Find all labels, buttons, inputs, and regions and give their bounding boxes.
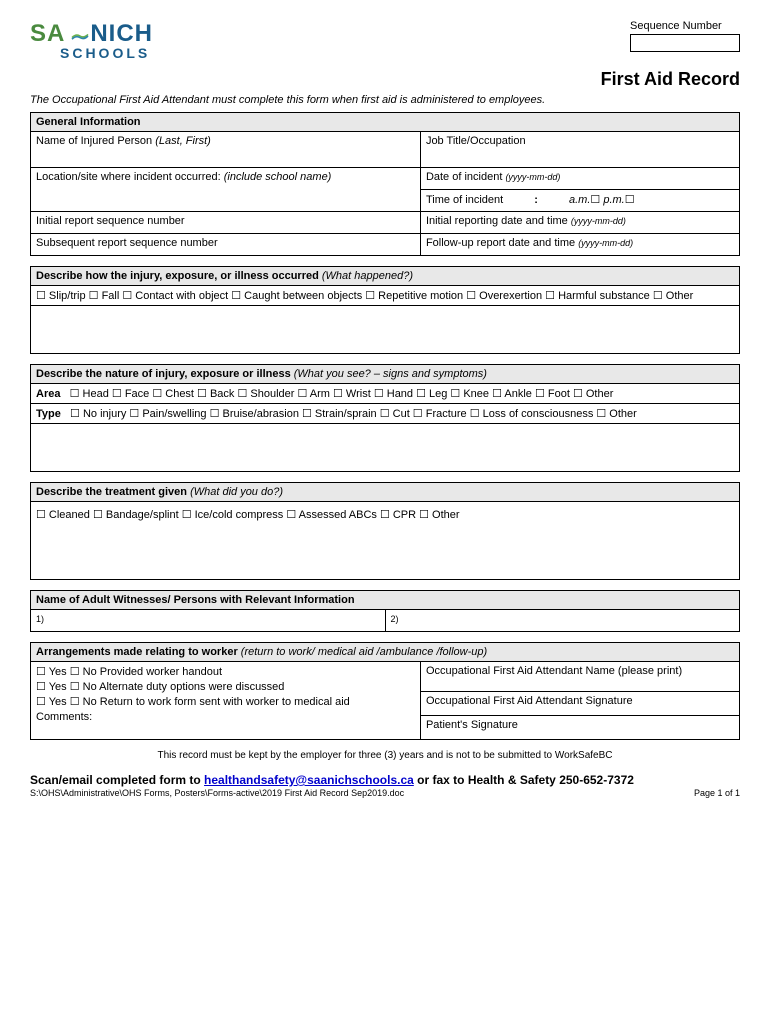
describe-how-table: Describe how the injury, exposure, or il… — [30, 266, 740, 354]
attendant-sig-cell[interactable]: Occupational First Aid Attendant Signatu… — [420, 692, 739, 716]
arrangements-left[interactable]: ☐ Yes ☐ No Provided worker handout ☐ Yes… — [31, 662, 421, 740]
witness-2[interactable]: 2) — [385, 610, 740, 632]
footer-note: This record must be kept by the employer… — [30, 750, 740, 761]
arrangements-table: Arrangements made relating to worker (re… — [30, 642, 740, 740]
witnesses-header: Name of Adult Witnesses/ Persons with Re… — [31, 591, 740, 610]
general-header: General Information — [31, 113, 740, 132]
witness-1[interactable]: 1) — [31, 610, 386, 632]
patient-sig-cell[interactable]: Patient's Signature — [420, 716, 739, 740]
treatment-options[interactable]: ☐ Cleaned ☐ Bandage/splint ☐ Ice/cold co… — [31, 502, 740, 580]
describe-how-options[interactable]: ☐ Slip/trip ☐ Fall ☐ Contact with object… — [31, 286, 740, 306]
date-cell[interactable]: Date of incident (yyyy-mm-dd) — [420, 168, 739, 190]
initial-seq-cell[interactable]: Initial report sequence number — [31, 212, 421, 234]
witnesses-table: Name of Adult Witnesses/ Persons with Re… — [30, 590, 740, 632]
describe-nature-textarea[interactable] — [31, 424, 740, 472]
scan-line: Scan/email completed form to healthandsa… — [30, 773, 740, 787]
nature-area-row[interactable]: Area ☐ Head ☐ Face ☐ Chest ☐ Back ☐ Shou… — [31, 384, 740, 404]
logo-sub: SCHOOLS — [60, 45, 150, 61]
logo-sa: SA — [30, 20, 65, 47]
sequence-input[interactable] — [630, 34, 740, 52]
name-cell[interactable]: Name of Injured Person (Last, First) — [31, 132, 421, 168]
followup-cell[interactable]: Follow-up report date and time (yyyy-mm-… — [420, 234, 739, 256]
arrangements-header: Arrangements made relating to worker (re… — [31, 643, 740, 662]
time-cell[interactable]: Time of incident : a.m.☐ p.m.☐ — [420, 190, 739, 212]
sequence-number-block: Sequence Number — [630, 20, 740, 52]
logo-block: SA NICH SCHOOLS — [30, 20, 153, 61]
attendant-name-cell[interactable]: Occupational First Aid Attendant Name (p… — [420, 662, 739, 692]
email-link[interactable]: healthandsafety@saanichschools.ca — [204, 773, 414, 787]
logo-wave-icon — [70, 32, 90, 40]
describe-how-header: Describe how the injury, exposure, or il… — [31, 267, 740, 286]
path-line: S:\OHS\Administrative\OHS Forms, Posters… — [30, 788, 740, 798]
nature-type-row[interactable]: Type ☐ No injury ☐ Pain/swelling ☐ Bruis… — [31, 404, 740, 424]
describe-how-textarea[interactable] — [31, 306, 740, 354]
general-info-table: General Information Name of Injured Pers… — [30, 112, 740, 256]
page-title: First Aid Record — [30, 69, 740, 90]
location-cell[interactable]: Location/site where incident occurred: (… — [31, 168, 421, 212]
sequence-label: Sequence Number — [630, 20, 740, 32]
treatment-table: Describe the treatment given (What did y… — [30, 482, 740, 580]
page-number: Page 1 of 1 — [694, 788, 740, 798]
describe-nature-header: Describe the nature of injury, exposure … — [31, 365, 740, 384]
file-path: S:\OHS\Administrative\OHS Forms, Posters… — [30, 788, 404, 798]
describe-nature-table: Describe the nature of injury, exposure … — [30, 364, 740, 472]
logo-text: SA NICH — [30, 20, 153, 48]
initial-date-cell[interactable]: Initial reporting date and time (yyyy-mm… — [420, 212, 739, 234]
logo-nich: NICH — [90, 20, 153, 47]
page-subtitle: The Occupational First Aid Attendant mus… — [30, 94, 740, 106]
treatment-header: Describe the treatment given (What did y… — [31, 483, 740, 502]
header-row: SA NICH SCHOOLS Sequence Number — [30, 20, 740, 61]
subseq-cell[interactable]: Subsequent report sequence number — [31, 234, 421, 256]
job-cell[interactable]: Job Title/Occupation — [420, 132, 739, 168]
